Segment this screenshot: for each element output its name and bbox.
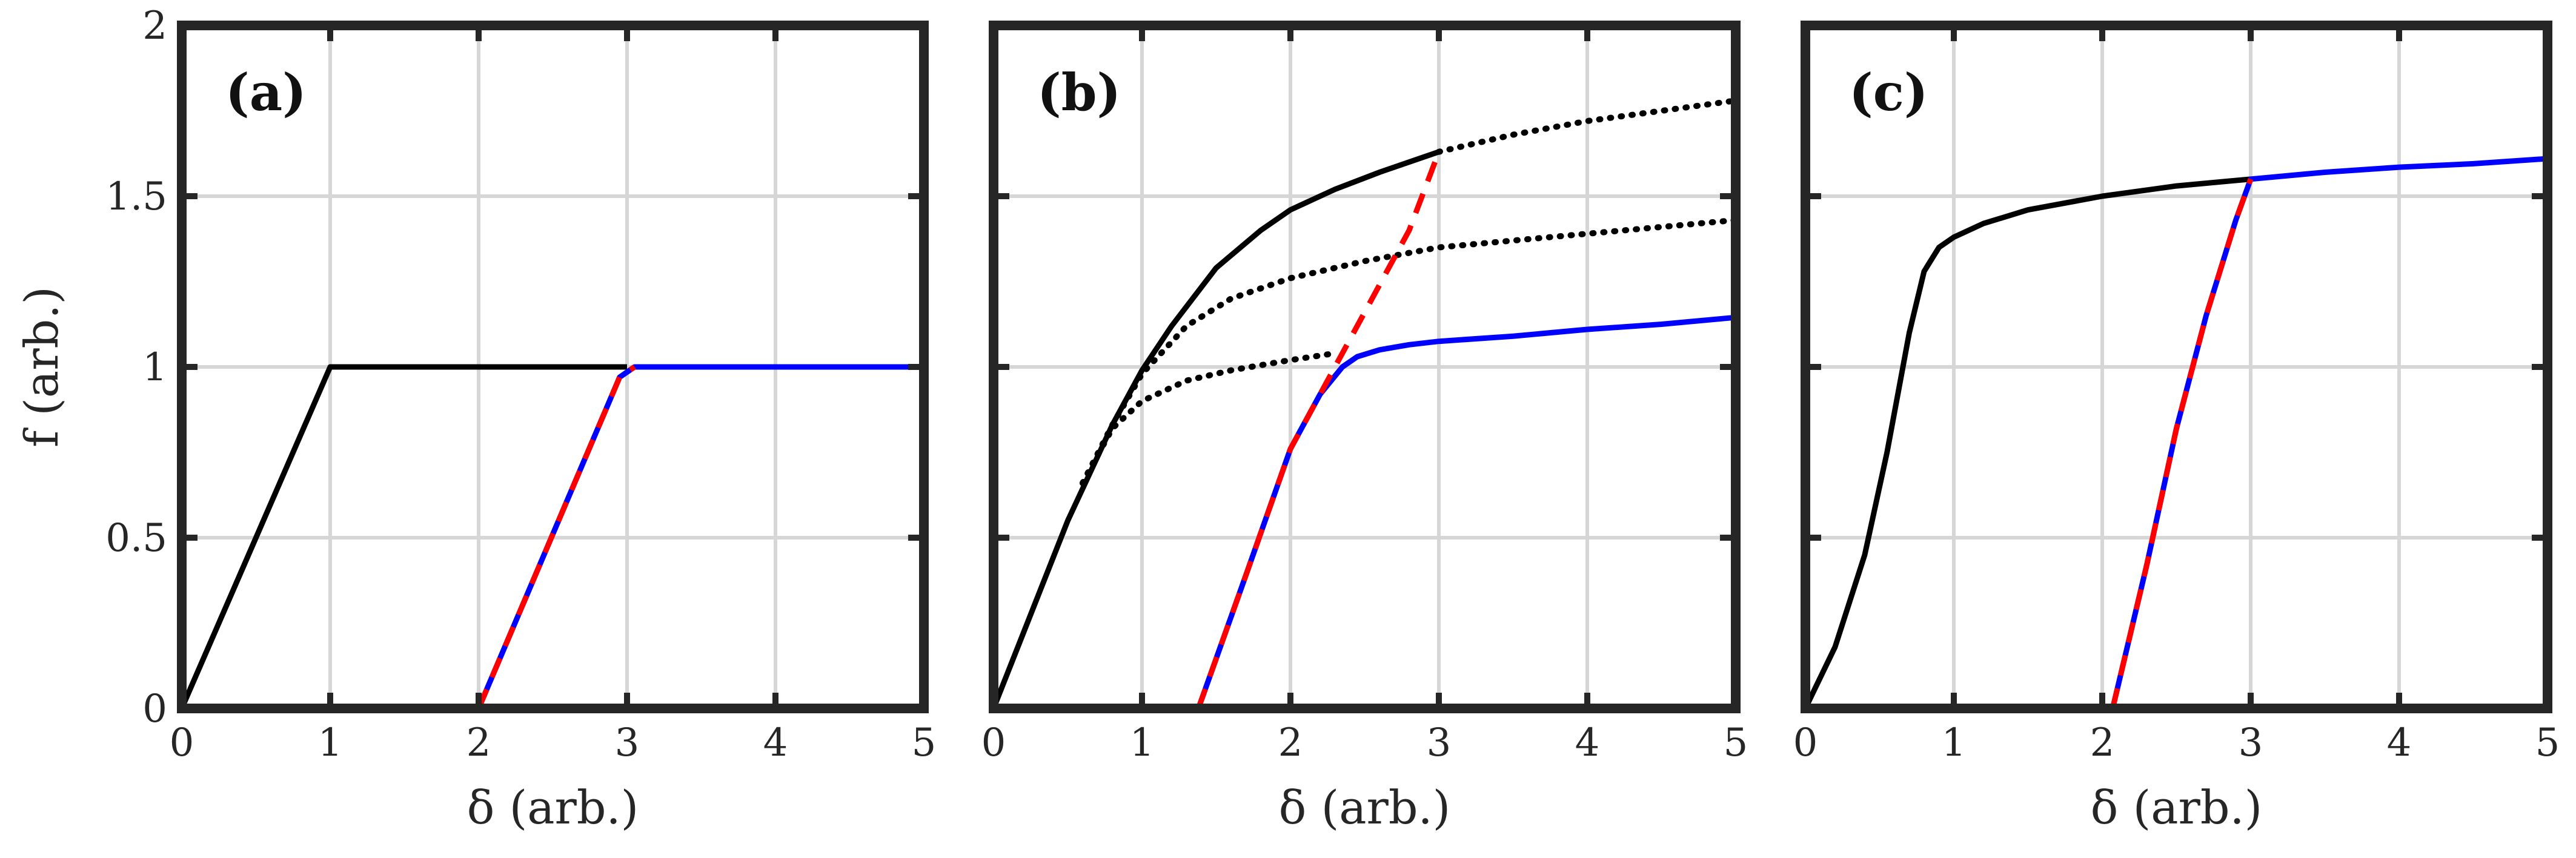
x-tick-label: 1 [1130, 721, 1155, 765]
x-tick-label: 2 [466, 721, 491, 765]
x-tick-label: 0 [1793, 721, 1818, 765]
x-tick-label: 5 [912, 721, 937, 765]
y-tick-label: 2 [142, 4, 167, 48]
series-line-5 [1195, 314, 1736, 710]
series-line-3 [2110, 178, 2254, 710]
series-line-3 [1080, 217, 1739, 486]
panel-c: 0 1 2 3 4 5 δ (arb.) (c) [1793, 21, 2560, 834]
x-tick-label: 4 [763, 721, 788, 765]
panel-a: 0 1 2 3 4 5 0 0.5 1 1.5 2 δ (arb.) f (arb.) (a) [15, 4, 936, 834]
x-tick-label: 5 [2535, 721, 2560, 765]
series-line-2 [1436, 97, 1739, 155]
x-tick-label: 5 [1724, 721, 1748, 765]
x-tick-label: 3 [2239, 721, 2263, 765]
x-tick-label: 1 [318, 721, 343, 765]
y-tick-label: 0 [142, 687, 167, 731]
y-tick-label: 0.5 [105, 516, 167, 561]
panel-label: (b) [1037, 62, 1121, 122]
axes-frame [177, 21, 929, 713]
x-tick-label: 0 [170, 721, 194, 765]
x-axis-label: δ (arb.) [467, 780, 639, 834]
x-axis-label: δ (arb.) [1279, 780, 1451, 834]
series-line-3 [476, 365, 636, 710]
x-tick-label: 1 [1942, 721, 1967, 765]
x-tick-label: 4 [2387, 721, 2412, 765]
series-line-1 [1802, 176, 2251, 710]
x-tick-label: 2 [2090, 721, 2115, 765]
x-tick-label: 3 [615, 721, 640, 765]
axes-frame [989, 21, 1741, 713]
x-tick-label: 2 [1278, 721, 1303, 765]
panel-label: (c) [1849, 62, 1928, 122]
axes-frame [1801, 21, 2552, 713]
x-tick-label: 4 [1575, 721, 1600, 765]
x-axis-label: δ (arb.) [2091, 780, 2263, 834]
series-line-1 [179, 364, 627, 710]
x-tick-label: 3 [1427, 721, 1452, 765]
series-line-6 [1195, 151, 1442, 710]
series-line-1 [991, 149, 1440, 710]
panel-b: 0 1 2 3 4 5 δ (arb.) (b) [981, 21, 1748, 834]
series-line-4 [1080, 350, 1338, 486]
y-tick-label: 1 [142, 345, 167, 390]
y-tick-label: 1.5 [105, 174, 167, 219]
panel-label: (a) [225, 62, 307, 122]
y-axis-label: f (arb.) [15, 286, 68, 447]
x-tick-label: 0 [981, 721, 1006, 765]
